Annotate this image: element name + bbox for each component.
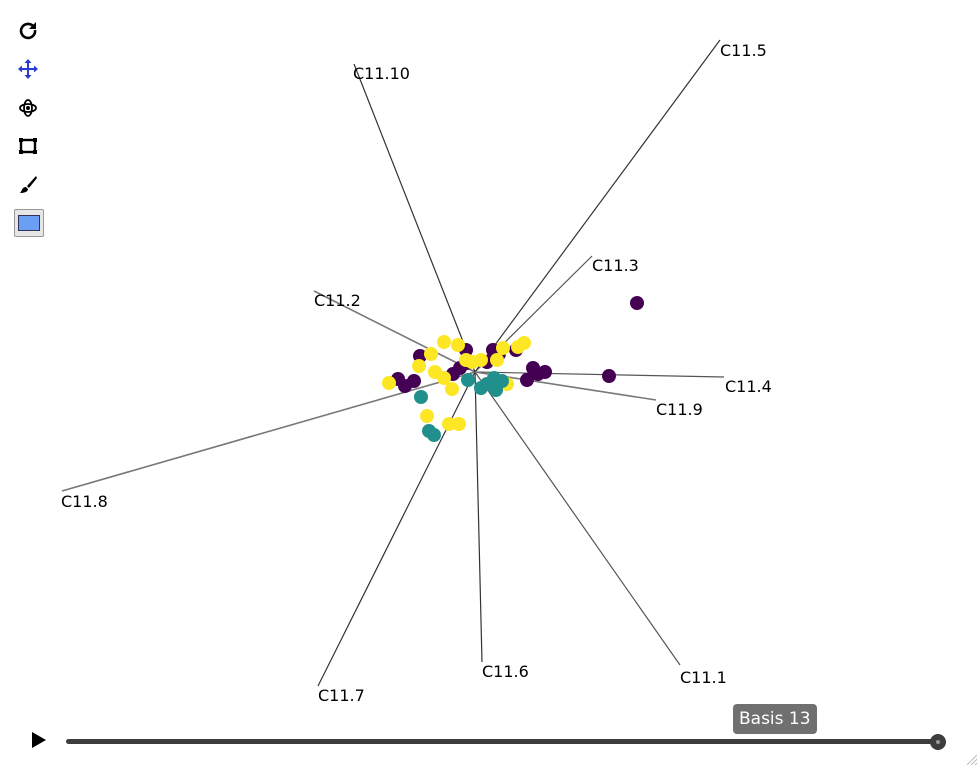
timeline-tick — [249, 744, 252, 747]
data-point-yellow — [451, 338, 465, 352]
reset-icon — [19, 22, 37, 40]
data-points — [382, 296, 644, 442]
axis-label-c11-4: C11.4 — [725, 377, 772, 396]
rotate-tool-button[interactable] — [12, 92, 44, 124]
timeline-tick — [528, 744, 531, 747]
axis-label-c11-9: C11.9 — [656, 400, 703, 419]
timeline-tick — [672, 744, 675, 747]
data-point-yellow — [459, 353, 473, 367]
axis-label-c11-8: C11.8 — [61, 492, 108, 511]
data-point-yellow — [420, 409, 434, 423]
timeline-tick — [569, 744, 572, 747]
reset-button[interactable] — [12, 14, 44, 46]
box-zoom-tool-button[interactable] — [12, 130, 44, 162]
data-point-purple — [531, 367, 545, 381]
axis-line-c11-4 — [474, 371, 725, 378]
data-point-yellow — [424, 347, 438, 361]
data-point-teal — [427, 428, 441, 442]
data-point-yellow — [412, 359, 426, 373]
rotate-icon — [19, 99, 37, 117]
basis-timeline-slider[interactable] — [66, 734, 946, 750]
data-point-teal — [480, 377, 494, 391]
timeline-tick — [790, 744, 793, 747]
zoom-box-icon — [19, 138, 37, 154]
data-point-teal — [461, 373, 475, 387]
axis-line-c11-6 — [474, 371, 483, 663]
axis-labels: C11.1 C11.2 C11.3 C11.4 C11.5 C11.6 C11.… — [61, 41, 772, 705]
axis-label-c11-1: C11.1 — [680, 668, 727, 687]
brush-icon — [20, 176, 37, 193]
color-swatch — [18, 215, 40, 231]
timeline-tick — [856, 744, 859, 747]
brush-tool-button[interactable] — [12, 169, 44, 201]
play-button[interactable] — [24, 726, 52, 754]
play-icon — [32, 732, 46, 748]
timeline-tick — [816, 744, 819, 747]
timeline-tick — [423, 744, 426, 747]
timeline-tick — [850, 744, 853, 747]
timeline-tick — [809, 744, 812, 747]
pan-tool-button[interactable] — [12, 53, 44, 85]
timeline-tick — [896, 744, 899, 747]
data-point-yellow — [511, 340, 525, 354]
basis-tooltip: Basis 13 — [733, 704, 817, 734]
timeline-thumb[interactable] — [930, 734, 946, 750]
data-point-teal — [414, 390, 428, 404]
axis-label-c11-7: C11.7 — [318, 686, 365, 705]
data-point-yellow — [490, 353, 504, 367]
data-point-teal — [495, 374, 509, 388]
timeline-tick — [640, 744, 643, 747]
axis-line-c11-2 — [313, 290, 476, 373]
data-point-yellow — [437, 335, 451, 349]
axis-label-c11-3: C11.3 — [592, 256, 639, 275]
axis-lines — [61, 39, 725, 687]
axis-label-c11-6: C11.6 — [482, 662, 529, 681]
data-point-yellow — [445, 382, 459, 396]
data-point-yellow — [474, 353, 488, 367]
timeline-tick — [623, 744, 626, 747]
axis-label-c11-2: C11.2 — [314, 291, 361, 310]
resize-handle-icon[interactable] — [965, 753, 977, 765]
data-point-yellow — [442, 417, 456, 431]
data-point-purple — [602, 369, 616, 383]
axis-line-c11-10 — [353, 63, 476, 373]
axis-line-c11-8 — [61, 371, 476, 492]
data-point-purple — [630, 296, 644, 310]
axis-label-c11-5: C11.5 — [720, 41, 767, 60]
timeline-tick — [613, 744, 616, 747]
data-point-yellow — [496, 341, 510, 355]
axis-line-c11-1 — [474, 371, 681, 666]
timeline-track — [66, 739, 938, 747]
pan-icon — [18, 59, 38, 79]
axis-label-c11-10: C11.10 — [353, 64, 410, 83]
timeline-tick — [74, 744, 77, 747]
data-point-yellow — [452, 417, 466, 431]
data-point-yellow — [437, 371, 451, 385]
timeline-tick — [909, 744, 912, 747]
color-picker-button[interactable] — [14, 209, 44, 237]
timeline-tick — [695, 744, 698, 747]
data-point-purple — [520, 373, 534, 387]
data-point-purple — [407, 374, 421, 388]
axis-line-c11-5 — [474, 39, 721, 373]
data-point-yellow — [382, 376, 396, 390]
